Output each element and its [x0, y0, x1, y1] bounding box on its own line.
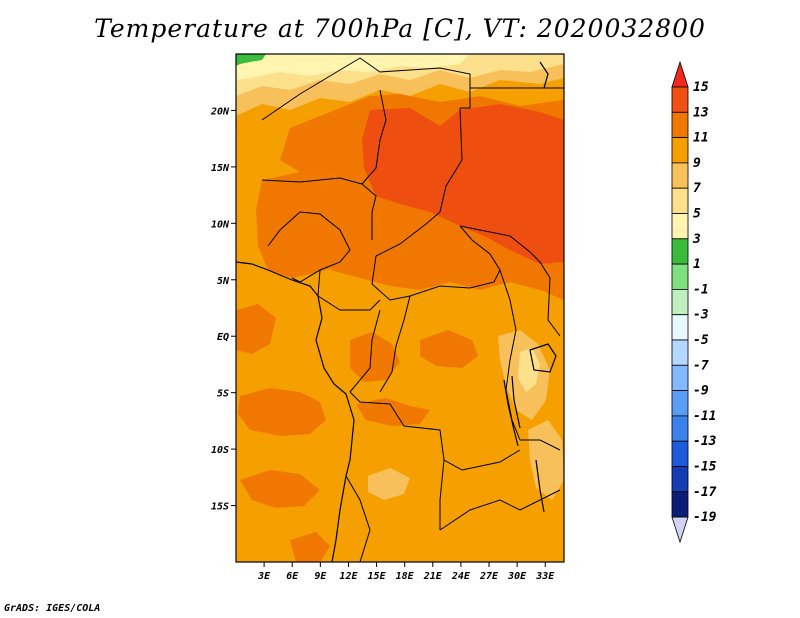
- border-chad-sudan: [375, 107, 463, 257]
- shade-11-13-central-2: [420, 330, 478, 368]
- y-tick-label: EQ: [217, 332, 229, 343]
- colorbar-segment: [671, 288, 689, 316]
- colorbar-segment: [671, 415, 689, 442]
- colorbar-label: -17: [693, 485, 717, 500]
- red-sea-coast: [539, 61, 549, 89]
- grads-credit: GrADS: IGES/COLA: [4, 603, 101, 614]
- border-car: [371, 225, 501, 301]
- x-tick-label: 6E: [286, 571, 299, 582]
- coastline-gulf-of-guinea: [236, 261, 355, 562]
- shade-3-5-north: [236, 54, 470, 80]
- y-tick-label: 5S: [217, 389, 229, 400]
- colorbar-label: 3: [692, 232, 701, 247]
- colorbar-segment: [671, 137, 689, 164]
- x-tick-label: 15E: [368, 571, 387, 582]
- x-tick-label: 9E: [314, 571, 327, 582]
- lake-malawi: [535, 459, 545, 513]
- lake-tanganyika: [503, 375, 521, 447]
- shade-5-7-east-africa: [518, 348, 540, 392]
- colorbar-segment: [671, 440, 689, 467]
- y-tick-label: 5N: [217, 276, 230, 287]
- shade-1-3-north: [236, 54, 266, 66]
- y-tick-label: 20N: [210, 106, 230, 117]
- border-libya: [359, 57, 471, 109]
- border-nigeria: [261, 177, 363, 283]
- shade-11-13-angola-south: [240, 470, 320, 508]
- colorbar-label: 1: [693, 257, 701, 272]
- colorbar-label: 11: [693, 131, 709, 146]
- shade-13-15-north: [362, 104, 564, 264]
- colorbar-segment: [671, 111, 689, 139]
- x-tick-label: 33E: [535, 571, 555, 582]
- colorbar-segment: [671, 187, 689, 214]
- shade-11-13-angola-north: [356, 398, 430, 426]
- y-tick-label: 10N: [211, 219, 230, 230]
- coastlines: [236, 61, 557, 562]
- colorbar: 15 13 11 9 7 5 3 1 -1 -3 -5 -7 -9 -11 -13 -15 -17 -19: [671, 60, 717, 544]
- colorbar-segment: [671, 339, 689, 366]
- colorbar-segment: [671, 314, 689, 341]
- colorbar-segment: [671, 466, 689, 493]
- colorbar-label: -5: [693, 333, 709, 348]
- x-tick-label: 12E: [339, 571, 358, 582]
- colorbar-label: -13: [693, 434, 717, 449]
- plot-frame: [235, 53, 565, 563]
- x-tick-label: 24E: [451, 571, 471, 582]
- country-borders: [261, 57, 564, 562]
- x-tick-label: 27E: [479, 571, 499, 582]
- colorbar-bottom-arrow: [671, 516, 689, 544]
- border-east-africa: [520, 277, 561, 451]
- y-tick-label: 10S: [211, 445, 229, 456]
- colorbar-segment: [671, 364, 689, 391]
- colorbar-label: 7: [693, 181, 701, 196]
- colorbar-label: 13: [693, 105, 709, 120]
- shade-11-13-coast: [236, 304, 276, 354]
- colorbar-label: -7: [693, 358, 709, 373]
- x-tick-label: 3E: [257, 571, 271, 582]
- colorbar-label: 5: [693, 207, 701, 222]
- colorbar-segment: [671, 86, 689, 113]
- colorbar-segment: [671, 390, 689, 417]
- lake-victoria: [529, 343, 557, 373]
- y-tick-label: 15S: [211, 502, 229, 513]
- colorbar-label: -15: [693, 460, 717, 475]
- border-chad-west: [361, 89, 387, 240]
- colorbar-segment: [671, 491, 689, 518]
- colorbar-segment: [671, 238, 689, 265]
- map-title: Temperature at 700hPa [C], VT: 202003280…: [94, 14, 706, 43]
- colorbar-label: -3: [693, 308, 709, 323]
- colorbar-segment: [671, 162, 689, 189]
- x-tick-label: 21E: [423, 571, 443, 582]
- border-south-sudan: [459, 225, 551, 279]
- colorbar-segment: [671, 263, 689, 290]
- y-tick-label: 15N: [211, 163, 230, 174]
- colorbar-label: -19: [693, 510, 717, 525]
- border-algeria-niger: [261, 57, 361, 121]
- shade-11-13-central-1: [350, 332, 400, 382]
- colorbar-label: 9: [693, 156, 701, 171]
- colorbar-label: -9: [693, 384, 709, 399]
- colorbar-segment: [671, 213, 689, 240]
- x-tick-label: 30E: [507, 571, 527, 582]
- temperature-field: [236, 54, 564, 562]
- x-tick-label: 18E: [396, 571, 415, 582]
- border-zambia: [439, 489, 561, 531]
- colorbar-label: -1: [693, 282, 709, 297]
- border-cameroon: [317, 269, 381, 311]
- border-angola: [349, 391, 521, 471]
- shade-7-9-angola: [368, 468, 410, 500]
- border-congo-drc: [349, 295, 411, 393]
- axis-layer: 3E 6E 9E 12E 15E 18E 21E 24E 27E 30E 33E 20N 15N 10N 5…: [210, 106, 555, 582]
- colorbar-top-arrow: [671, 60, 689, 88]
- shade-11-13-south: [290, 532, 330, 562]
- shade-11-13-southwest: [238, 388, 326, 436]
- colorbar-label: -11: [693, 409, 716, 424]
- border-angola-south: [345, 459, 445, 562]
- colorbar-label: 15: [693, 80, 709, 95]
